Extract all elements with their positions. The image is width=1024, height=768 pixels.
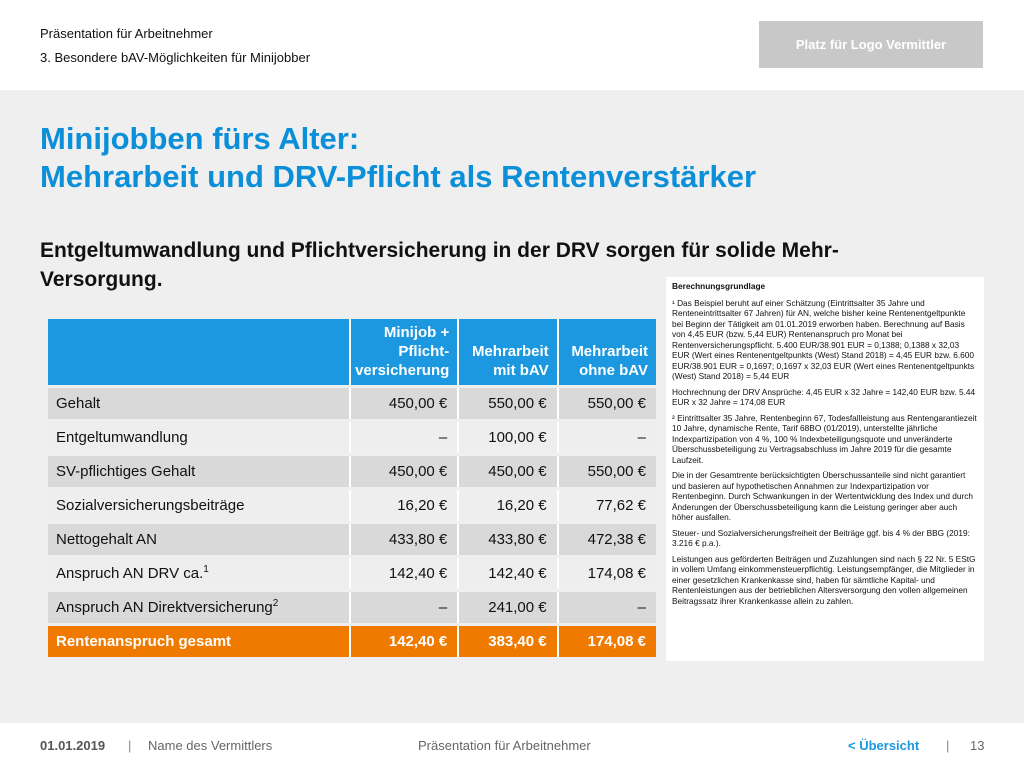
section-subtitle: 3. Besondere bAV-Möglichkeiten für Minij… bbox=[40, 50, 311, 65]
table-cell: 550,00 € bbox=[556, 456, 656, 487]
calculation-notes: Berechnungsgrundlage ¹ Das Beispiel beru… bbox=[666, 277, 984, 661]
footer-date: 01.01.2019 bbox=[40, 738, 106, 753]
table-row: Anspruch AN DRV ca.1 142,40 € 142,40 € 1… bbox=[48, 558, 656, 589]
note-paragraph: ² Eintrittsalter 35 Jahre, Rentenbeginn … bbox=[672, 412, 977, 465]
table-cell: 16,20 € bbox=[457, 490, 557, 521]
table-cell: 77,62 € bbox=[556, 490, 656, 521]
table-cell: – bbox=[556, 422, 656, 453]
slide-title-line-1: Minijobben fürs Alter: bbox=[40, 121, 360, 156]
table-cell: 100,00 € bbox=[457, 422, 557, 453]
footer-separator: | bbox=[946, 738, 950, 753]
slide-title-line-2: Mehrarbeit und DRV-Pflicht als Rentenver… bbox=[40, 159, 757, 194]
table-header-row: Minijob + Pflicht-versicherung Mehrarbei… bbox=[48, 319, 656, 385]
table-cell: 450,00 € bbox=[457, 456, 557, 487]
note-paragraph: Die in der Gesamtrente berücksichtigten … bbox=[672, 470, 974, 522]
slide-footer: 01.01.2019 | Name des Vermittlers Präsen… bbox=[0, 723, 1024, 768]
table-cell: 450,00 € bbox=[349, 388, 458, 419]
row-label: Nettogehalt AN bbox=[48, 524, 350, 555]
table-cell: 142,40 € bbox=[457, 558, 557, 589]
table-row: Entgeltumwandlung – 100,00 € – bbox=[48, 422, 656, 453]
note-paragraph: ¹ Das Beispiel beruht auf einer Schätzun… bbox=[672, 297, 975, 382]
slide-title: Minijobben fürs Alter: Mehrarbeit und DR… bbox=[40, 120, 940, 196]
table-cell: 142,40 € bbox=[349, 626, 458, 657]
note-paragraph: Leistungen aus geförderten Beiträgen und… bbox=[672, 553, 976, 606]
table-header-stub bbox=[48, 319, 350, 385]
overview-link[interactable]: < Übersicht bbox=[848, 738, 920, 753]
row-label: Anspruch AN Direktversicherung2 bbox=[48, 592, 350, 623]
footer-agent-name: Name des Vermittlers bbox=[148, 738, 273, 753]
comparison-table: Minijob + Pflicht-versicherung Mehrarbei… bbox=[48, 316, 656, 660]
table-cell: 241,00 € bbox=[457, 592, 557, 623]
footnote-marker: 1 bbox=[203, 564, 209, 575]
page-number: 13 bbox=[970, 738, 985, 753]
table-cell: 433,80 € bbox=[457, 524, 557, 555]
presentation-kicker: Präsentation für Arbeitnehmer bbox=[40, 26, 213, 41]
table-total-row: Rentenanspruch gesamt 142,40 € 383,40 € … bbox=[48, 626, 656, 657]
table-row: SV-pflichtiges Gehalt 450,00 € 450,00 € … bbox=[48, 456, 656, 487]
table-cell: 174,08 € bbox=[556, 626, 656, 657]
table-cell: – bbox=[349, 422, 458, 453]
footnote-marker: 2 bbox=[272, 598, 279, 609]
slide-header: Präsentation für Arbeitnehmer 3. Besonde… bbox=[0, 0, 1024, 90]
table-row: Gehalt 450,00 € 550,00 € 550,00 € bbox=[48, 388, 656, 419]
table-row: Anspruch AN Direktversicherung2 – 241,00… bbox=[48, 592, 656, 623]
column-header-minijob: Minijob + Pflicht-versicherung bbox=[349, 319, 458, 385]
row-label: Sozialversicherungsbeiträge bbox=[48, 490, 350, 521]
row-label: Rentenanspruch gesamt bbox=[48, 626, 350, 657]
table-row: Nettogehalt AN 433,80 € 433,80 € 472,38 … bbox=[48, 524, 656, 555]
logo-placeholder: Platz für Logo Vermittler bbox=[759, 21, 983, 68]
table-cell: – bbox=[556, 592, 656, 623]
table-cell: 383,40 € bbox=[457, 626, 557, 657]
table-row: Sozialversicherungsbeiträge 16,20 € 16,2… bbox=[48, 490, 656, 521]
table-cell: 550,00 € bbox=[457, 388, 557, 419]
row-label: Gehalt bbox=[48, 388, 350, 419]
footer-separator: | bbox=[128, 738, 132, 753]
table-cell: 174,08 € bbox=[556, 558, 656, 589]
note-paragraph: Hochrechnung der DRV Ansprüche: 4,45 EUR… bbox=[672, 386, 976, 408]
footer-presentation-title: Präsentation für Arbeitnehmer bbox=[418, 738, 591, 753]
row-label: SV-pflichtiges Gehalt bbox=[48, 456, 350, 487]
table-cell: 550,00 € bbox=[556, 388, 656, 419]
lead-statement: Entgeltumwandlung und Pflichtversicherun… bbox=[40, 239, 839, 291]
row-label: Anspruch AN DRV ca.1 bbox=[48, 558, 350, 589]
table-cell: 16,20 € bbox=[349, 490, 458, 521]
table-cell: – bbox=[349, 592, 458, 623]
notes-heading: Berechnungsgrundlage bbox=[672, 281, 766, 291]
column-header-mehrarbeit-mit-bav: Mehrarbeit mit bAV bbox=[457, 319, 557, 385]
table-cell: 433,80 € bbox=[349, 524, 458, 555]
note-paragraph: Steuer- und Sozialversicherungsfreiheit … bbox=[672, 527, 970, 549]
table-cell: 450,00 € bbox=[349, 456, 458, 487]
table-cell: 142,40 € bbox=[349, 558, 458, 589]
column-header-mehrarbeit-ohne-bav: Mehrarbeit ohne bAV bbox=[556, 319, 656, 385]
row-label: Entgeltumwandlung bbox=[48, 422, 350, 453]
table-cell: 472,38 € bbox=[556, 524, 656, 555]
